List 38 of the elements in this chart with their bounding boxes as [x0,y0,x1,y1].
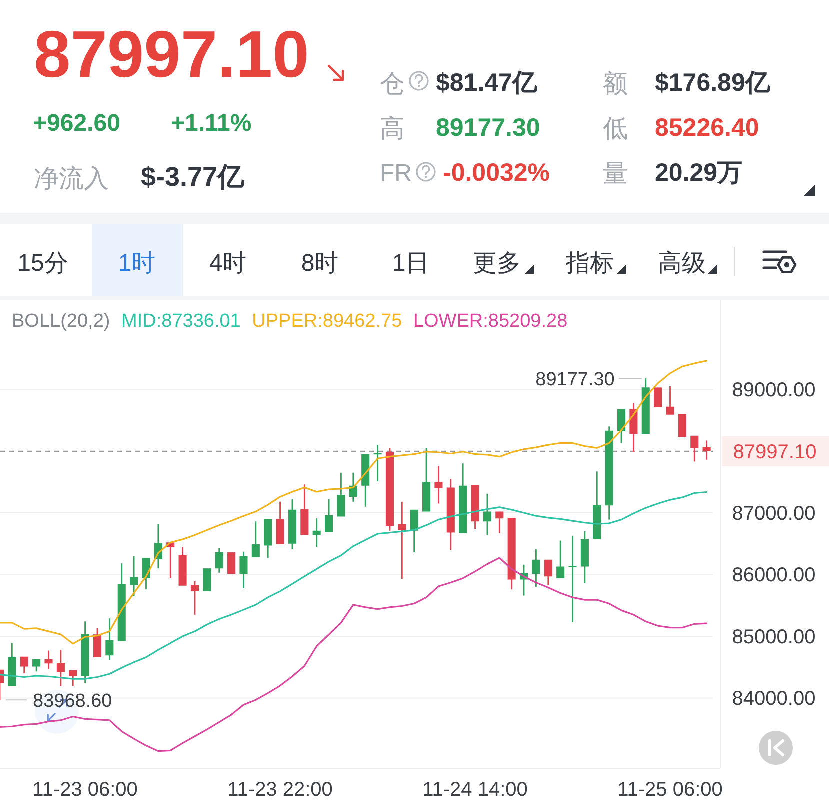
stat-value-label: $81.47亿 [436,69,538,97]
price-change-label: +962.60 [33,110,120,137]
x-tick-label: 11-23 22:00 [228,779,333,801]
tab-label: 4时 [209,250,247,277]
menu-label: 更多 [473,250,521,277]
stat-label: FR [380,160,412,187]
y-tick-label: 85000.00 [732,626,816,648]
tab-label: 1日 [392,250,430,277]
y-tick-label: 84000.00 [732,688,816,710]
stat-value-label: 89177.30 [436,114,540,142]
note-label: 89177.30 [536,370,615,391]
menu-label: 高级 [658,250,706,277]
y-tick-label: 87000.00 [732,503,816,525]
x-tick-label: 11-24 14:00 [422,779,528,801]
tab-label: 8时 [301,250,339,277]
title: 87997.10 [34,17,310,91]
stat-value-label: 20.29万 [655,159,743,187]
x-tick-label: 11-25 06:00 [618,779,723,801]
legend: BOLL(20,2) MID:87336.01 UPPER:89462.75 LOWER:85209.28 [12,311,568,332]
y-tick-label: 89000.00 [732,380,816,402]
stat-value-label: -0.0032% [443,159,550,187]
y-tick-label: 86000.00 [732,564,816,587]
tab-label: 1时 [118,250,156,277]
note-label: 83968.60 [33,691,112,712]
stat-label: 仓 [380,70,405,98]
percent-change-label: +1.11% [171,110,252,137]
stat-label: 高 [380,115,405,143]
stat-label: 低 [603,115,628,143]
stat-value-label: $-3.77亿 [141,162,245,192]
tab-label: 15分 [18,250,68,277]
x-tick-label: 11-23 06:00 [32,779,138,801]
stat-value-label: 85226.40 [655,114,760,142]
price-tag-label: 87997.10 [733,441,817,464]
stat-value-label: $176.89亿 [655,69,770,97]
menu-label: 指标 [566,250,614,277]
stat-label: 额 [603,70,628,98]
stat-label: 量 [603,160,628,188]
stat-label: 净流入 [34,165,109,193]
